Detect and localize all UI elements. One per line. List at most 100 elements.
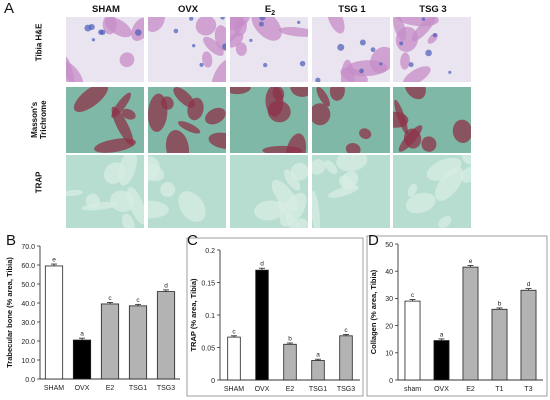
panel-letter-d: D — [368, 232, 379, 249]
y-tick-label: 70.0 — [21, 244, 35, 251]
significance-letter: c — [411, 292, 415, 299]
significance-letter: b — [288, 335, 292, 342]
y-tick-label: 20.0 — [21, 339, 35, 346]
histology-panel: A SHAM OVX E2 TSG 1 TSG 3 Tibia H&E Mass… — [4, 0, 471, 228]
y-tick-label: 0 — [389, 378, 393, 385]
histology-image-he-ovx — [148, 17, 226, 82]
column-header-tsg1: TSG 1 — [338, 4, 366, 15]
significance-letter: a — [316, 352, 320, 359]
bar-tsg3 — [339, 335, 353, 381]
x-tick-label: E2 — [466, 386, 475, 393]
significance-letter: e — [52, 257, 56, 264]
panel-letter-a: A — [4, 0, 15, 17]
row-label-masson: Masson's Trichrome — [30, 100, 48, 140]
bar-t3 — [520, 289, 537, 381]
histology-image-masson-tsg3 — [393, 87, 471, 153]
bar-ovx — [433, 340, 450, 381]
bar-e2 — [462, 266, 479, 381]
y-tick-label: 0.05 — [201, 345, 215, 352]
histology-image-masson-tsg1 — [312, 87, 390, 153]
x-tick-label: sham — [404, 386, 421, 393]
histology-image-masson-ovx — [148, 87, 226, 153]
y-axis-label: Collagen (% area, Tibia) — [369, 269, 378, 354]
column-header-e2: E2 — [264, 4, 276, 17]
y-axis-label: TRAP (% area, Tibia) — [189, 278, 198, 352]
significance-letter: a — [440, 331, 444, 338]
histology-image-he-tsg3 — [393, 17, 471, 82]
bar-sham — [227, 336, 241, 381]
x-tick-label: E2 — [106, 385, 115, 392]
x-tick-label: E2 — [286, 386, 295, 393]
bar-tsg1 — [128, 305, 148, 380]
y-tick-label: 30.0 — [21, 320, 35, 327]
chart-frame — [186, 237, 364, 397]
column-header-tsg3: TSG 3 — [419, 4, 447, 15]
histology-image-trap-sham — [66, 155, 144, 228]
y-tick-label: 10.0 — [21, 358, 35, 365]
bar-ovx — [255, 269, 269, 381]
chart-d-svg: 0 10 20 30 40 50 Collagen (% area, Tibia) c sham… — [366, 235, 548, 397]
column-header-sham: SHAM — [92, 4, 120, 15]
panel-letter-c: C — [187, 232, 198, 249]
bar-tsg1 — [311, 360, 325, 381]
y-tick-label: 50.0 — [21, 282, 35, 289]
y-tick-label: 30 — [385, 296, 393, 303]
bar-e2 — [100, 303, 120, 380]
significance-letter: c — [344, 327, 348, 334]
y-tick-label: 20 — [385, 323, 393, 330]
chart-trabecular-bone: B 0.0 10.0 20.0 30.0 40.0 50.0 60.0 70.0 Trabecu… — [0, 232, 185, 400]
histology-image-masson-sham — [66, 87, 144, 153]
histology-image-he-sham — [66, 17, 144, 82]
bar-ovx — [72, 339, 92, 380]
bar-t1 — [491, 308, 508, 381]
x-tick-label: TSG1 — [129, 385, 147, 392]
x-tick-label: SHAM — [44, 385, 64, 392]
chart-trap: C 0 0.05 0.1 0.15 0.2 TRAP (% area, Tibia) c SH… — [185, 232, 365, 400]
chart-c-svg: 0 0.05 0.1 0.15 0.2 TRAP (% area, Tibia) c SHAM… — [186, 237, 364, 397]
bar-sham — [44, 265, 64, 380]
histology-image-trap-tsg3 — [393, 155, 471, 228]
bar-e2 — [283, 343, 297, 381]
chart-collagen: D 0 10 20 30 40 50 Collagen (% area, Tibia) c sh… — [365, 232, 550, 400]
x-tick-label: SHAM — [224, 386, 244, 393]
chart-frame — [366, 235, 548, 397]
y-tick-label: 50 — [385, 242, 393, 249]
histology-image-trap-ovx — [148, 155, 226, 228]
y-tick-label: 10 — [385, 351, 393, 358]
y-tick-label: 0.15 — [201, 280, 215, 287]
significance-letter: d — [164, 282, 168, 289]
x-tick-label: TSG3 — [157, 385, 175, 392]
significance-letter: b — [498, 300, 502, 307]
significance-letter: e — [469, 258, 473, 265]
significance-letter: c — [108, 295, 112, 302]
y-tick-label: 0 — [211, 378, 215, 385]
histology-image-he-e2 — [230, 17, 308, 82]
significance-letter: a — [80, 331, 84, 338]
x-tick-label: T1 — [495, 386, 503, 393]
row-label-he: Tibia H&E — [34, 23, 44, 62]
histology-image-trap-e2 — [230, 155, 308, 228]
x-tick-label: TSG1 — [309, 386, 327, 393]
y-tick-label: 0.0 — [25, 377, 35, 384]
y-tick-label: 60.0 — [21, 263, 35, 270]
y-tick-label: 0.1 — [205, 313, 215, 320]
row-label-trap: TRAP — [34, 171, 44, 194]
significance-letter: c — [136, 297, 140, 304]
significance-letter: d — [527, 281, 531, 288]
bar-sham — [404, 300, 421, 381]
y-tick-label: 40.0 — [21, 301, 35, 308]
column-header-ovx: OVX — [177, 4, 199, 15]
chart-b-svg: 0.0 10.0 20.0 30.0 40.0 50.0 60.0 70.0 Trabecula… — [5, 244, 180, 392]
bar-tsg3 — [156, 291, 176, 380]
significance-letter: c — [232, 328, 236, 335]
x-tick-label: T3 — [524, 386, 532, 393]
x-tick-label: OVX — [434, 386, 449, 393]
x-tick-label: TSG3 — [337, 386, 355, 393]
histology-image-he-tsg1 — [312, 17, 390, 82]
panel-letter-b: B — [6, 232, 17, 249]
histology-image-masson-e2 — [230, 87, 308, 153]
y-tick-label: 0.2 — [205, 248, 215, 255]
y-axis-label: Trabecular bone (% area, Tibia) — [5, 257, 14, 368]
x-tick-label: OVX — [75, 385, 90, 392]
histology-image-trap-tsg1 — [312, 155, 390, 228]
